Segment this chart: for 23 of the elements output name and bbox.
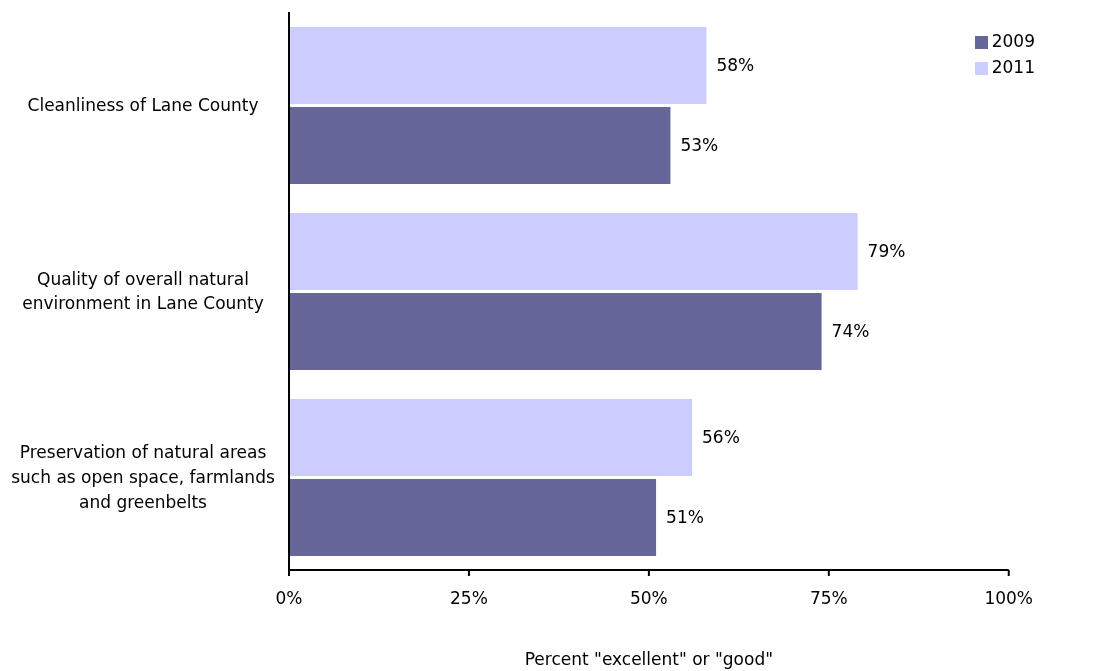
data-label: 58%: [716, 55, 755, 76]
y-tick-label: Cleanliness of Lane County: [27, 95, 259, 115]
data-label: 74%: [831, 321, 870, 342]
x-tick-label: 25%: [450, 588, 488, 609]
data-label: 51%: [666, 507, 704, 528]
bar: [289, 478, 657, 556]
legend-label: 2011: [991, 57, 1035, 77]
x-tick-label: 100%: [984, 588, 1034, 609]
data-label: 79%: [867, 241, 906, 262]
x-tick-label: 0%: [275, 588, 303, 609]
data-label: 56%: [702, 427, 740, 448]
bar: [289, 398, 693, 476]
x-axis-title: Percent "excellent" or "good": [524, 649, 774, 669]
bar: [289, 26, 707, 104]
bar: [289, 292, 822, 370]
x-tick-label: 50%: [629, 588, 668, 609]
x-tick-label: 75%: [809, 588, 848, 609]
legend-label: 2009: [991, 31, 1035, 51]
bar: [289, 106, 671, 184]
data-label: 53%: [680, 135, 719, 156]
y-tick-label: Preservation of natural areas such as open space, farmlands and greenbelts: [11, 442, 275, 512]
y-tick-label: Quality of overall natural environment in Lane County: [22, 268, 264, 314]
bar: [289, 212, 858, 290]
